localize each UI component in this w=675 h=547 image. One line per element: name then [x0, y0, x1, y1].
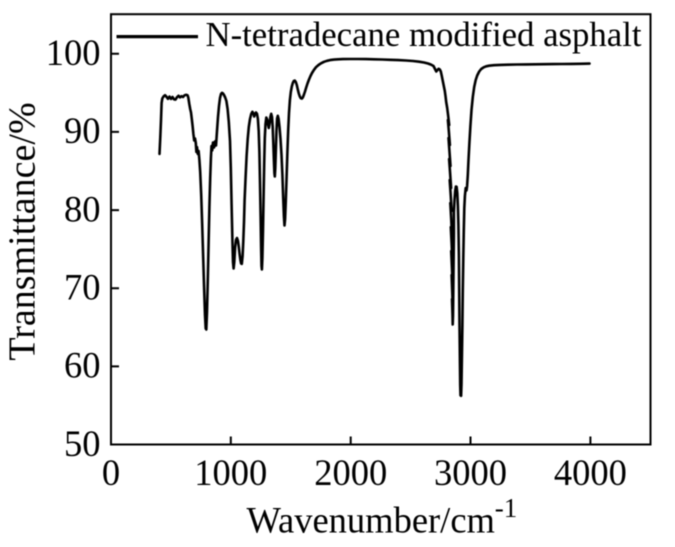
svg-text:90: 90 — [64, 110, 101, 151]
svg-text:100: 100 — [46, 32, 101, 73]
svg-text:4000: 4000 — [554, 452, 627, 493]
svg-text:1000: 1000 — [194, 452, 267, 493]
svg-text:Wavenumber/cm: Wavenumber/cm — [247, 499, 495, 540]
svg-text:80: 80 — [64, 188, 101, 229]
svg-text:-1: -1 — [495, 493, 518, 523]
svg-text:N-tetradecane modified asphalt: N-tetradecane modified asphalt — [206, 15, 642, 54]
svg-text:60: 60 — [64, 345, 101, 386]
svg-text:3000: 3000 — [434, 452, 507, 493]
svg-text:0: 0 — [102, 452, 120, 493]
svg-text:Transmittance/%: Transmittance/% — [2, 102, 44, 360]
svg-text:50: 50 — [64, 423, 101, 464]
svg-text:70: 70 — [64, 267, 101, 308]
svg-text:2000: 2000 — [314, 452, 387, 493]
